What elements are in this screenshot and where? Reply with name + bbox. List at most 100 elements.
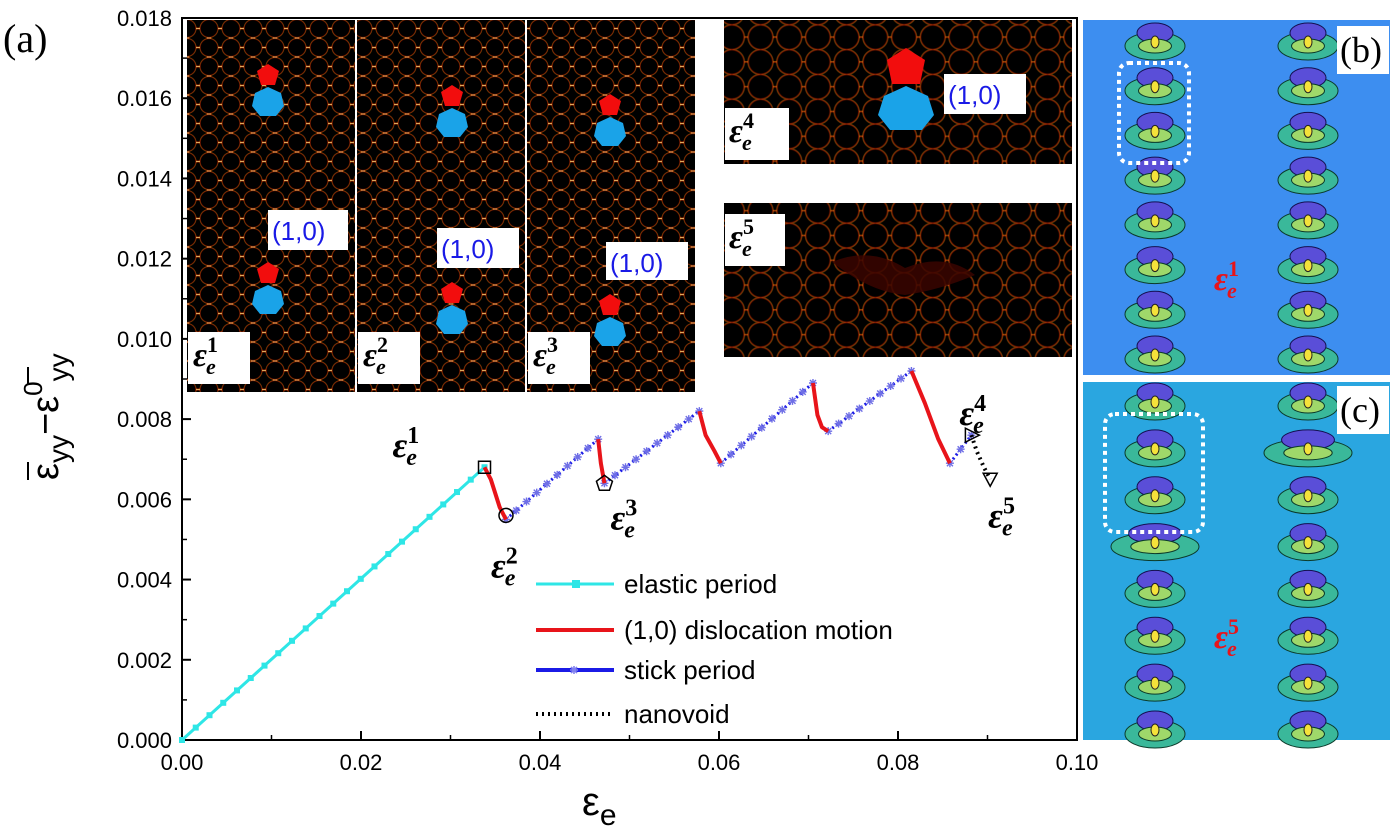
x-axis-label: ε (582, 780, 600, 824)
pentagon-defect (599, 294, 621, 315)
dislocation-motion-line (482, 466, 508, 521)
legend-swatch-marker (572, 580, 580, 588)
heptagon-defect (252, 87, 284, 116)
strain-point-label: ε4 e (959, 391, 986, 439)
contour-core (1150, 303, 1160, 317)
inset-strain-label: ε4 e (729, 108, 754, 155)
elastic-period-marker (302, 625, 309, 632)
y-tick-label: 0.008 (117, 407, 172, 432)
panel-strain-label: ε5 e (1214, 614, 1239, 661)
stick-period-marker (737, 441, 746, 450)
y-tick-label: 0.012 (117, 247, 172, 272)
nanovoid-crack (832, 255, 975, 295)
stick-period-marker (621, 463, 630, 472)
contour-core (1303, 395, 1313, 409)
stick-period-line (948, 434, 973, 465)
stick-period-marker (808, 379, 817, 388)
contour-core (1303, 214, 1313, 228)
stick-period-marker (747, 432, 756, 441)
contour-core (1150, 676, 1160, 690)
strain-point-label: ε1 e (393, 423, 420, 471)
stick-period-marker (855, 404, 864, 413)
heptagon-defect (594, 117, 626, 146)
x-axis-ticks: 0.00 0.02 0.04 0.06 0.08 0.10 (161, 731, 1099, 775)
elastic-period-marker (275, 650, 282, 657)
contour-core (1303, 582, 1313, 596)
stick-period-marker (684, 415, 693, 424)
contour-core (1150, 723, 1160, 737)
stick-period-marker (788, 396, 797, 405)
y-label-eps0: ε (25, 396, 67, 413)
stick-period-line (505, 438, 600, 521)
dislocation-motion-line (810, 382, 830, 433)
inset-strain-label: ε5 e (729, 214, 754, 261)
stick-period-marker (956, 445, 965, 454)
contour-core (1303, 442, 1313, 456)
stick-period-marker (642, 447, 651, 456)
elastic-period-marker (179, 737, 185, 743)
panel-label-c: (c) (1340, 390, 1380, 430)
y-tick-label: 0.010 (117, 327, 172, 352)
stick-period-marker (553, 470, 562, 479)
highlight-box (1117, 61, 1191, 165)
stick-period-marker (563, 461, 572, 470)
contour-core (1150, 442, 1160, 456)
elastic-period-marker (412, 526, 419, 533)
dislocation-motion-line (909, 370, 952, 465)
x-axis-label-sub: e (600, 799, 617, 832)
contour-core (1303, 629, 1313, 643)
y-axis-ticks: 0.000 0.002 0.004 0.006 0.008 0.010 0.012 0.014… (117, 6, 191, 753)
x-tick-label: 0.06 (698, 750, 741, 775)
heptagon-defect (436, 305, 468, 334)
pentagon-defect (599, 94, 621, 115)
elastic-period-marker (316, 613, 323, 620)
inset-a-left-group (187, 20, 695, 392)
burgers-label: (1,0) (610, 248, 663, 278)
nanovoid-line (969, 434, 992, 481)
contour-core (1303, 489, 1313, 503)
main-plot-axes: 0.00 0.02 0.04 0.06 0.08 0.10 0.000 0.002 0.004… (117, 6, 1098, 775)
contour-core (1150, 395, 1160, 409)
contour-core (1150, 214, 1160, 228)
panel-label-a: (a) (3, 16, 47, 61)
inset-strain-label: ε3 e (533, 332, 558, 379)
pentagon-defect (441, 282, 463, 303)
pentagon-defect (257, 262, 279, 283)
dislocation-motion-line (697, 410, 723, 465)
x-tick-label: 0.04 (519, 750, 562, 775)
contour-core (1150, 35, 1160, 49)
contour-core (1303, 259, 1313, 273)
legend-label: (1,0) dislocation motion (624, 615, 893, 645)
x-tick-label: 0.08 (877, 750, 920, 775)
stick-period-marker (886, 382, 895, 391)
stick-period-line (719, 381, 814, 465)
y-label-sub2: yy (43, 353, 74, 381)
burgers-label: (1,0) (441, 234, 494, 264)
stick-period-marker (583, 444, 592, 453)
stick-period-marker (778, 405, 787, 414)
contour-core (1303, 723, 1313, 737)
stick-period-marker (727, 450, 736, 459)
legend-label: elastic period (624, 569, 777, 599)
heptagon-defect (594, 317, 626, 346)
stick-period-marker (600, 479, 609, 488)
x-tick-label: 0.02 (340, 750, 383, 775)
contour-core (1150, 536, 1160, 550)
contour-core (1150, 169, 1160, 183)
stick-period-marker (522, 497, 531, 506)
inset-strain-label: ε1 e (193, 332, 218, 379)
stick-period-marker (573, 452, 582, 461)
elastic-period-marker (440, 501, 447, 508)
x-tick-label: 0.10 (1056, 750, 1099, 775)
legend-label: stick period (624, 655, 756, 685)
y-tick-label: 0.000 (117, 728, 172, 753)
elastic-period-marker (192, 724, 199, 731)
stick-period-marker (768, 414, 777, 423)
contour-core (1303, 169, 1313, 183)
legend-swatch-marker (570, 666, 578, 674)
circle-marker (498, 507, 514, 524)
y-label-eps: ε (25, 463, 67, 480)
stick-period-marker (532, 488, 541, 497)
contour-core (1303, 35, 1313, 49)
stick-period-marker (610, 471, 619, 480)
